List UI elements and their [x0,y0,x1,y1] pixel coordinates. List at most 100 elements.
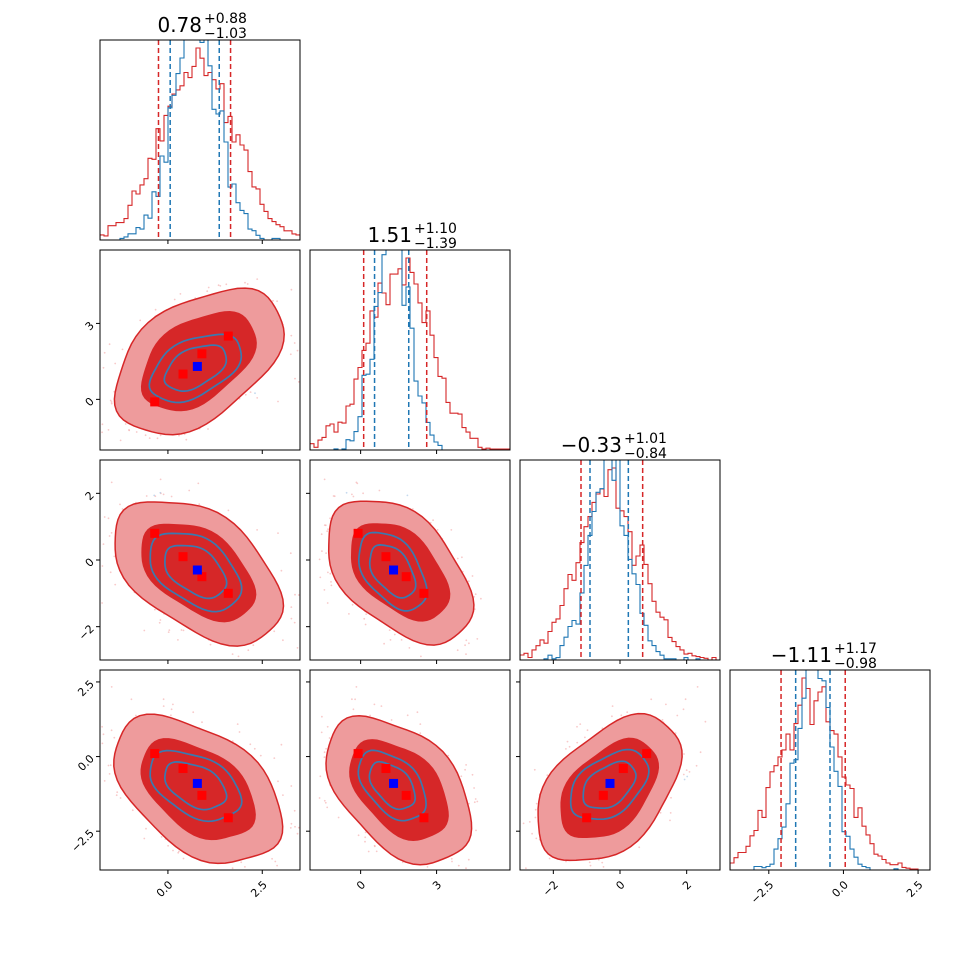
sample-point-red [160,435,162,437]
sample-point-red [115,464,117,466]
marker-red-1 [179,370,188,379]
sample-point-red [78,474,80,476]
sample-point-red [400,687,402,689]
sample-point-red [160,471,162,473]
sample-point-red [201,721,203,723]
x-ticks [168,450,262,454]
sample-point-red [239,731,241,733]
sample-point-red [327,602,329,604]
sample-point-red [125,423,127,425]
histogram-panel-0: 0.78+0.88−1.03 [100,11,300,244]
sample-point-red [303,620,305,622]
y-ticks: −202 [76,489,100,643]
histogram-blue [520,436,720,660]
sample-point-red [114,363,116,365]
sample-point-red [303,557,305,559]
marker-red-2 [197,349,206,358]
sample-point-red [291,823,293,825]
sample-point-red [256,529,258,531]
sample-point-red [167,845,169,847]
sample-point-red [183,858,185,860]
sample-point-red [244,282,246,284]
sample-point-red [465,653,467,655]
panel-title: −0.33+1.01−0.84 [561,431,667,462]
sample-point-red [116,791,118,793]
sample-point-red [93,725,95,727]
sample-point-red [260,755,262,757]
sample-point-red [104,352,106,354]
sample-point-red [297,647,299,649]
sample-point-red [468,580,470,582]
sample-point-red [128,429,130,431]
sample-point-red [389,629,391,631]
sample-point-red [210,644,212,646]
panel-title-value: 0.78 [157,13,202,37]
sample-point-red [168,631,170,633]
sample-point-red [255,875,257,877]
sample-point-red [352,604,354,606]
sample-point-red [325,524,327,526]
sample-point-red [250,391,252,393]
sample-point-red [256,397,258,399]
sample-point-red [420,656,422,658]
panel-title: 1.51+1.10−1.39 [367,221,456,252]
x-ticks [553,660,686,664]
sample-point-red [114,584,116,586]
sample-point-red [321,533,323,535]
marker-red-1 [381,552,390,561]
sample-point-red [298,381,300,383]
histogram-panel-1: 1.51+1.10−1.39 [310,221,510,454]
sample-point-red [274,861,276,863]
sample-point-red [143,630,145,632]
panel-title-value: 1.51 [367,223,412,247]
sample-point-red [319,559,321,561]
sample-point-red [185,439,187,441]
sample-point-red [457,558,459,560]
sample-point-red [461,556,463,558]
panel-title-value: −0.33 [561,433,622,457]
sample-point-red [457,649,459,651]
sample-point-red [294,378,296,380]
y-ticks: 03 [83,319,100,409]
marker-blue [193,566,202,575]
sample-point-red [353,496,355,498]
sample-point-red [157,437,159,439]
panel-content [78,686,312,899]
sample-point-red [472,575,474,577]
sample-point-red [294,342,296,344]
sample-point-red [119,504,121,506]
sample-point-red [291,618,293,620]
sample-point-red [252,644,254,646]
sample-point-red [163,698,165,700]
sample-point-red [290,606,292,608]
sample-point-red [111,403,113,405]
sample-point-red [136,431,138,433]
sample-point-red [229,878,231,880]
sample-point-red [437,529,439,531]
sample-point-red [281,570,283,572]
sample-point-red [276,550,278,552]
sample-point-red [159,622,161,624]
sample-point-red [177,639,179,641]
sample-point-red [476,638,478,640]
sample-point-red [111,532,113,534]
sample-point-red [93,395,95,397]
sample-point-red [465,639,467,641]
y-tick-label: 0 [83,395,97,409]
marker-blue [193,362,202,371]
sample-point-red [329,573,331,575]
sample-point-red [109,343,111,345]
sample-point-red [468,642,470,644]
sample-point-red [103,733,105,735]
sample-point-red [197,483,199,485]
sample-point-red [110,400,112,402]
sample-point-red [122,349,124,351]
x-ticks [361,660,437,664]
sample-point-red [174,299,176,301]
sample-point-red [160,619,162,621]
sample-point-red [172,850,174,852]
sample-point-red [327,528,329,530]
sample-point-red [294,540,296,542]
sample-point-red [365,613,367,615]
